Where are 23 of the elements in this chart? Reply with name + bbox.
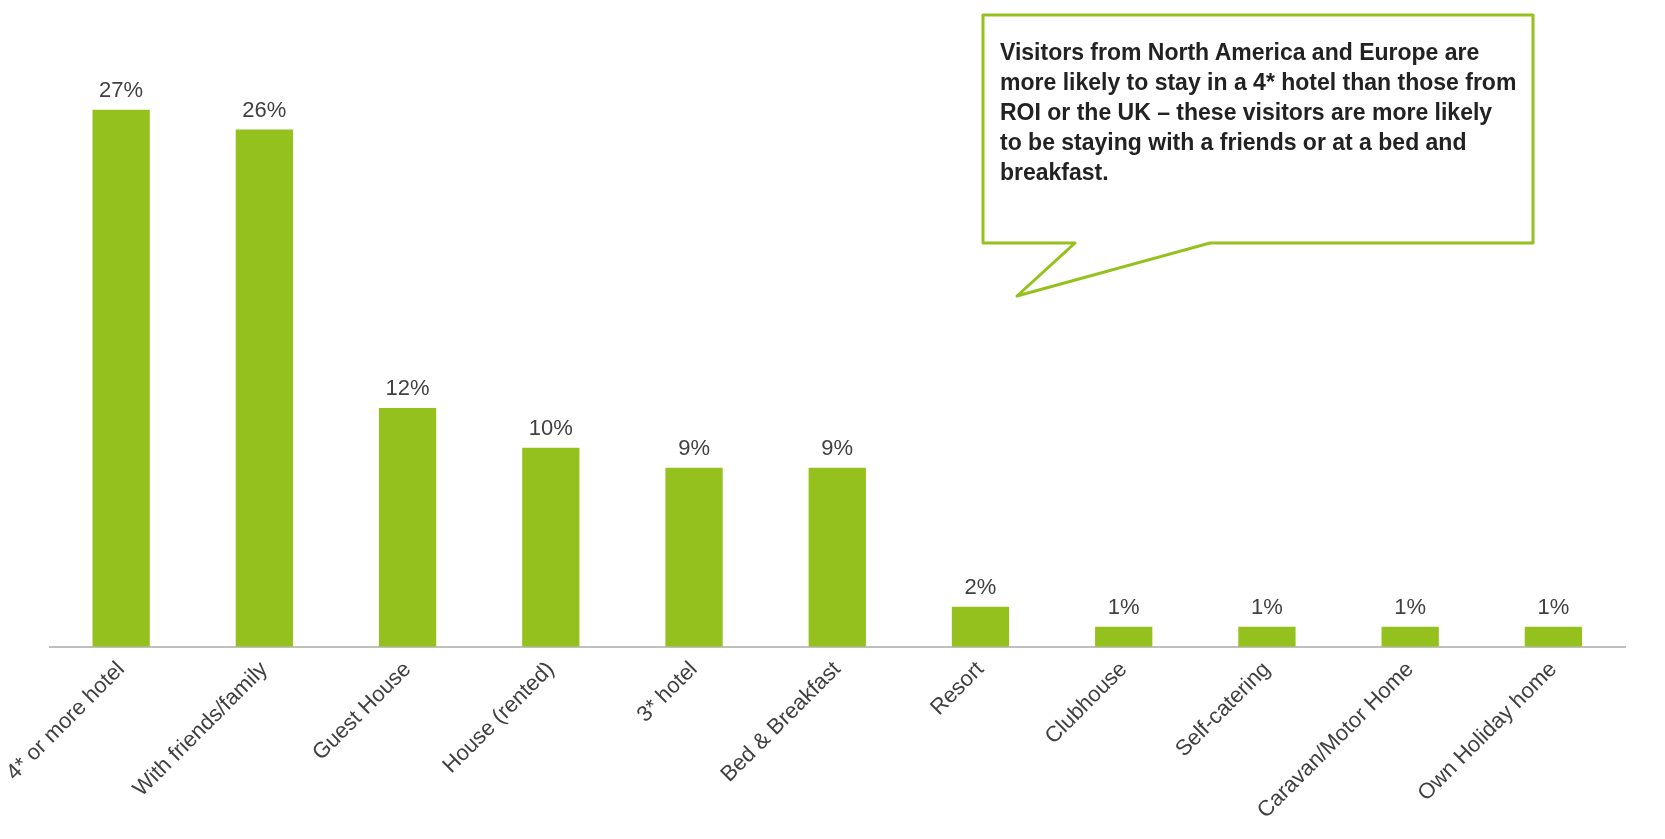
data-label: 26% xyxy=(242,96,287,122)
data-label: 1% xyxy=(1251,593,1283,619)
annotation: Visitors from North America and Europe are more likely to stay in a 4* hotel than those from ROI or the UK – these visitors are more likely to be staying with a friends or at a bed and breakfast. xyxy=(1000,38,1518,187)
bar xyxy=(235,129,293,647)
data-label: 10% xyxy=(528,414,573,440)
bar xyxy=(665,467,723,647)
bar xyxy=(92,109,150,647)
data-label: 2% xyxy=(964,573,997,599)
bar xyxy=(378,407,437,647)
bar xyxy=(951,606,1010,647)
bar xyxy=(1238,626,1296,647)
data-label: 1% xyxy=(1394,593,1427,619)
data-label: 1% xyxy=(1537,593,1570,619)
data-label: 12% xyxy=(385,375,430,401)
data-label: 9% xyxy=(678,434,710,460)
bar xyxy=(522,447,580,647)
data-label: 27% xyxy=(99,76,144,102)
bar xyxy=(1524,626,1583,647)
data-label: 9% xyxy=(821,434,854,460)
bar xyxy=(808,467,866,647)
bar xyxy=(1381,626,1439,647)
data-label: 1% xyxy=(1107,593,1140,619)
bar xyxy=(1095,626,1153,647)
